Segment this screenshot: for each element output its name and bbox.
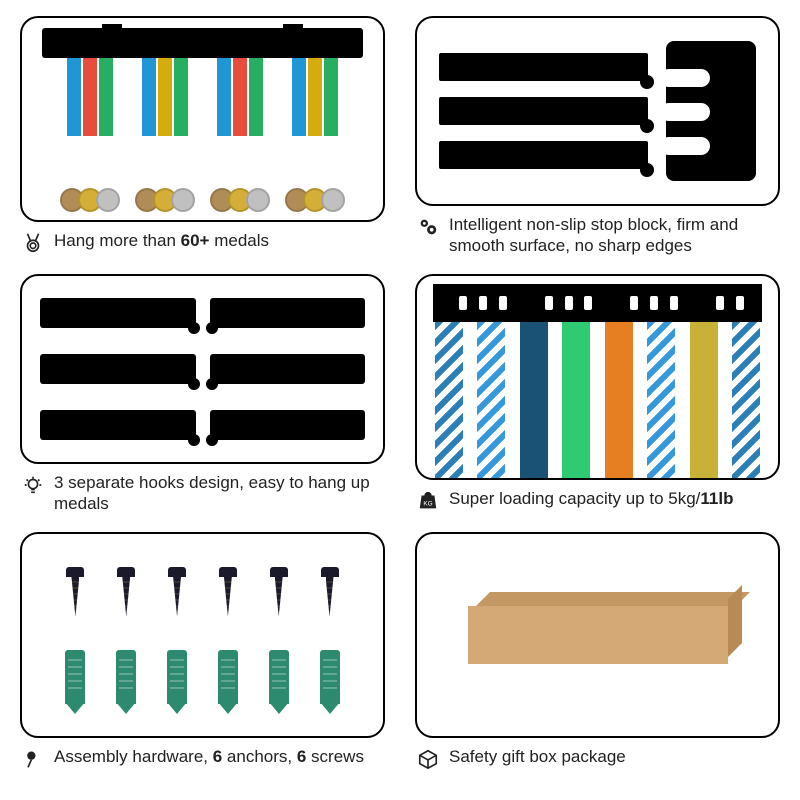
svg-text:KG: KG — [423, 501, 432, 508]
box-icon — [415, 746, 441, 772]
caption-text: 3 separate hooks design, easy to hang up… — [54, 472, 385, 515]
illustration-medals-hanging — [20, 16, 385, 222]
illustration-ribbons-closeup — [415, 274, 780, 480]
ribbons-row — [52, 58, 353, 184]
illustration-box — [415, 532, 780, 738]
caption: Intelligent non-slip stop block, firm an… — [415, 214, 780, 257]
weight-icon: KG — [415, 488, 441, 514]
illustration-three-hooks — [20, 274, 385, 464]
medals-row — [52, 188, 353, 212]
medal-rack — [42, 28, 363, 58]
medal-icon — [20, 230, 46, 256]
caption-text: Super loading capacity up to 5kg/11lb — [449, 488, 733, 509]
caption: Assembly hardware, 6 anchors, 6 screws — [20, 746, 385, 772]
caption: Safety gift box package — [415, 746, 780, 772]
gear-icon — [415, 214, 441, 240]
screws-row — [50, 567, 355, 617]
illustration-hook-profile — [415, 16, 780, 206]
feature-three-hooks: 3 separate hooks design, easy to hang up… — [20, 274, 385, 514]
caption-text: Assembly hardware, 6 anchors, 6 screws — [54, 746, 364, 767]
caption-text: Hang more than 60+ medals — [54, 230, 269, 251]
pin-icon — [20, 746, 46, 772]
feature-non-slip-block: Intelligent non-slip stop block, firm an… — [415, 16, 780, 256]
feature-gift-box: Safety gift box package — [415, 532, 780, 772]
feature-assembly-hardware: Assembly hardware, 6 anchors, 6 screws — [20, 532, 385, 772]
hook-side-bars — [439, 53, 648, 169]
ribbons-closeup — [435, 322, 760, 478]
illustration-hardware — [20, 532, 385, 738]
bulb-icon — [20, 472, 46, 498]
anchors-row — [50, 650, 355, 704]
caption: Hang more than 60+ medals — [20, 230, 385, 256]
hook-end-profile — [666, 41, 756, 181]
caption-text: Intelligent non-slip stop block, firm an… — [449, 214, 780, 257]
caption: KG Super loading capacity up to 5kg/11lb — [415, 488, 780, 514]
feature-capacity-60-medals: Hang more than 60+ medals — [20, 16, 385, 256]
caption-text: Safety gift box package — [449, 746, 626, 767]
cardboard-box — [468, 606, 728, 664]
caption: 3 separate hooks design, easy to hang up… — [20, 472, 385, 515]
rack-bar — [433, 284, 762, 322]
feature-load-capacity: KG Super loading capacity up to 5kg/11lb — [415, 274, 780, 514]
